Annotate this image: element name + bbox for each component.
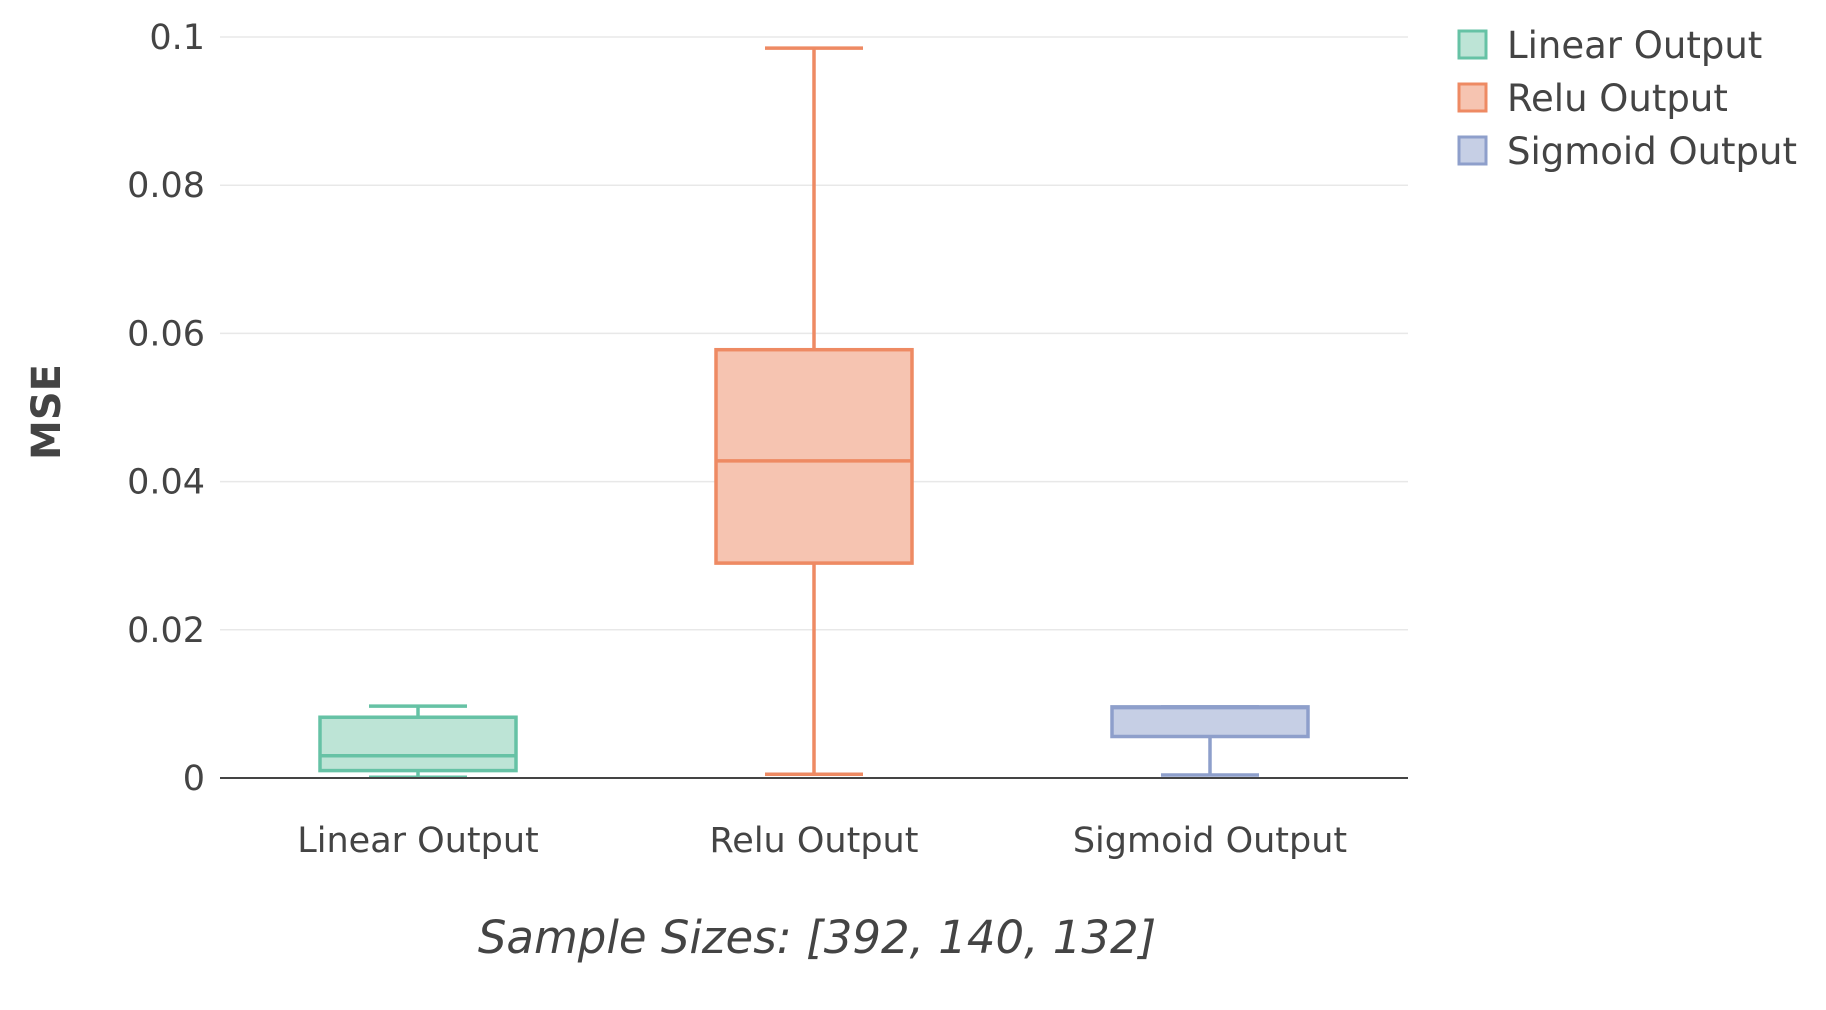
legend-swatch — [1457, 135, 1488, 166]
x-category-label: Linear Output — [297, 821, 538, 861]
x-category-label: Sigmoid Output — [1073, 821, 1347, 861]
legend-label: Linear Output — [1507, 24, 1762, 67]
legend-swatch — [1457, 82, 1488, 113]
box-trace-2[interactable] — [714, 46, 914, 777]
box-traces — [220, 46, 1408, 780]
y-axis-title: MSE — [24, 364, 70, 460]
legend-item[interactable]: Relu Output — [1457, 77, 1728, 120]
box-trace-1[interactable] — [318, 704, 518, 780]
x-axis-title: Sample Sizes: [392, 140, 132] — [478, 911, 1156, 964]
x-axis-categories: Linear Output Relu Output Sigmoid Output — [297, 821, 1347, 861]
y-tick-label: 0.02 — [127, 611, 205, 651]
box-iqr[interactable] — [714, 347, 914, 565]
legend-label: Relu Output — [1507, 77, 1728, 120]
legend[interactable]: Linear Output Relu Output Sigmoid Output — [1457, 24, 1797, 173]
box-trace-3[interactable] — [1110, 705, 1310, 777]
legend-swatch — [1457, 29, 1488, 60]
y-tick-label: 0 — [183, 759, 205, 799]
box-iqr[interactable] — [318, 715, 518, 773]
y-tick-label: 0.04 — [127, 463, 205, 503]
legend-item[interactable]: Linear Output — [1457, 24, 1762, 67]
legend-item[interactable]: Sigmoid Output — [1457, 130, 1797, 173]
legend-label: Sigmoid Output — [1507, 130, 1797, 173]
y-tick-label: 0.1 — [149, 18, 205, 58]
y-axis-ticks: 0 0.02 0.04 0.06 0.08 0.1 — [127, 18, 205, 799]
y-tick-label: 0.08 — [127, 166, 205, 206]
box-iqr[interactable] — [1110, 705, 1310, 739]
x-category-label: Relu Output — [710, 821, 919, 861]
y-tick-label: 0.06 — [127, 314, 205, 354]
